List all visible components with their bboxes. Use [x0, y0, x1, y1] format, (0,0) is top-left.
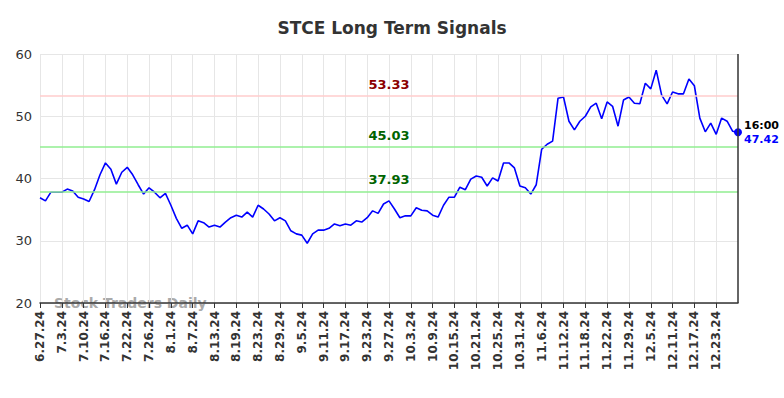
svg-text:9.23.24: 9.23.24 [360, 311, 374, 362]
svg-text:9.5.24: 9.5.24 [295, 311, 309, 354]
svg-text:8.7.24: 8.7.24 [186, 311, 200, 354]
svg-text:7.3.24: 7.3.24 [55, 311, 69, 354]
svg-text:10.3.24: 10.3.24 [404, 311, 418, 362]
svg-text:10.21.24: 10.21.24 [469, 311, 483, 370]
svg-text:9.17.24: 9.17.24 [338, 311, 352, 362]
svg-text:11.22.24: 11.22.24 [600, 311, 614, 370]
svg-text:10.31.24: 10.31.24 [513, 311, 527, 370]
svg-text:12.17.24: 12.17.24 [687, 311, 701, 370]
svg-text:20: 20 [15, 296, 32, 311]
svg-text:12.11.24: 12.11.24 [666, 311, 680, 370]
svg-text:9.11.24: 9.11.24 [317, 311, 331, 362]
svg-text:47.42: 47.42 [744, 133, 779, 146]
svg-text:8.19.24: 8.19.24 [229, 311, 243, 362]
svg-text:Stock Traders Daily: Stock Traders Daily [54, 295, 207, 311]
svg-text:40: 40 [15, 171, 32, 186]
svg-text:12.5.24: 12.5.24 [644, 311, 658, 362]
svg-text:30: 30 [15, 233, 32, 248]
svg-text:7.16.24: 7.16.24 [98, 311, 112, 362]
svg-text:16:00: 16:00 [744, 119, 779, 132]
svg-text:10.9.24: 10.9.24 [426, 311, 440, 362]
svg-text:9.27.24: 9.27.24 [382, 311, 396, 362]
svg-text:8.23.24: 8.23.24 [251, 311, 265, 362]
svg-text:7.10.24: 7.10.24 [77, 311, 91, 362]
svg-text:STCE Long Term Signals: STCE Long Term Signals [277, 18, 506, 38]
svg-text:10.15.24: 10.15.24 [447, 311, 461, 370]
svg-text:11.18.24: 11.18.24 [578, 311, 592, 370]
svg-text:7.22.24: 7.22.24 [120, 311, 134, 362]
svg-text:11.12.24: 11.12.24 [557, 311, 571, 370]
svg-text:60: 60 [15, 47, 32, 62]
svg-text:11.6.24: 11.6.24 [535, 311, 549, 362]
svg-text:45.03: 45.03 [368, 128, 409, 143]
svg-text:7.26.24: 7.26.24 [142, 311, 156, 362]
svg-text:12.23.24: 12.23.24 [709, 311, 723, 370]
svg-text:8.13.24: 8.13.24 [208, 311, 222, 362]
svg-text:50: 50 [15, 109, 32, 124]
svg-text:10.25.24: 10.25.24 [491, 311, 505, 370]
svg-text:8.1.24: 8.1.24 [164, 311, 178, 354]
svg-text:6.27.24: 6.27.24 [33, 311, 47, 362]
svg-text:37.93: 37.93 [368, 172, 409, 187]
svg-text:53.33: 53.33 [368, 77, 409, 92]
svg-text:8.29.24: 8.29.24 [273, 311, 287, 362]
svg-text:11.29.24: 11.29.24 [622, 311, 636, 370]
